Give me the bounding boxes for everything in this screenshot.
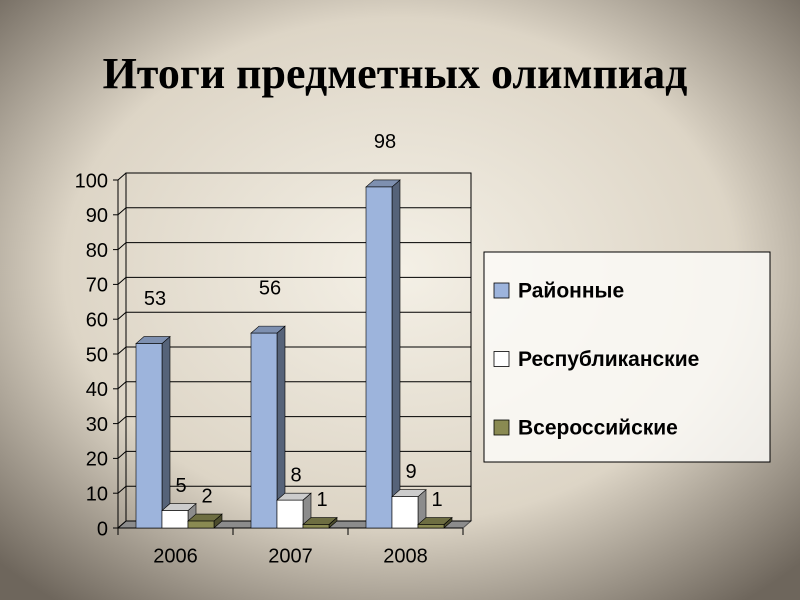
bar-side — [391, 179, 401, 529]
data-label: 56 — [259, 277, 281, 299]
grid-line — [117, 485, 471, 494]
x-tick-label: 2007 — [268, 545, 313, 567]
data-label: 1 — [316, 489, 327, 511]
legend-box — [483, 251, 771, 463]
data-label: 5 — [175, 475, 186, 497]
bar — [135, 343, 163, 529]
y-tick-label: 30 — [86, 414, 108, 436]
grid-line — [117, 450, 471, 459]
data-label: 1 — [431, 489, 442, 511]
grid-line — [117, 207, 471, 216]
grid-line — [117, 346, 471, 355]
bar — [302, 524, 330, 529]
y-tick-label: 70 — [86, 275, 108, 297]
grid-line — [117, 520, 471, 529]
data-label: 98 — [374, 131, 396, 153]
legend-swatch — [493, 351, 510, 367]
chart-title: Итоги предметных олимпиад — [103, 49, 688, 98]
bar — [250, 332, 278, 529]
bar — [161, 510, 189, 529]
grid-line — [117, 276, 471, 285]
y-tick-label: 100 — [75, 170, 108, 192]
y-tick-label: 50 — [86, 344, 108, 366]
data-label: 8 — [290, 464, 301, 486]
bar — [417, 524, 445, 529]
y-tick-label: 90 — [86, 205, 108, 227]
y-tick-label: 80 — [86, 240, 108, 262]
y-tick-label: 20 — [86, 449, 108, 471]
legend-label: Всероссийские — [518, 417, 678, 440]
grid-line — [117, 242, 471, 250]
y-tick-label: 60 — [86, 309, 108, 331]
data-label: 2 — [201, 485, 212, 507]
x-tick-label: 2008 — [383, 545, 428, 567]
bar — [187, 520, 215, 529]
legend-swatch — [493, 282, 510, 299]
grid-line — [117, 381, 471, 390]
legend-swatch — [493, 419, 510, 436]
bar — [365, 186, 393, 529]
bar-side — [161, 335, 171, 529]
bar — [391, 496, 419, 529]
y-tick-label: 10 — [86, 483, 108, 505]
grid-line — [117, 416, 471, 424]
bar — [276, 499, 304, 529]
data-label: 53 — [144, 288, 166, 310]
x-tick-label: 2006 — [153, 545, 198, 567]
grid-line — [117, 311, 471, 320]
y-tick-label: 40 — [86, 379, 108, 401]
grid-line — [117, 172, 471, 181]
legend-label: Районные — [518, 280, 624, 303]
y-tick-label: 0 — [97, 518, 108, 540]
data-label: 9 — [405, 461, 416, 483]
legend-label: Республиканские — [518, 348, 699, 371]
